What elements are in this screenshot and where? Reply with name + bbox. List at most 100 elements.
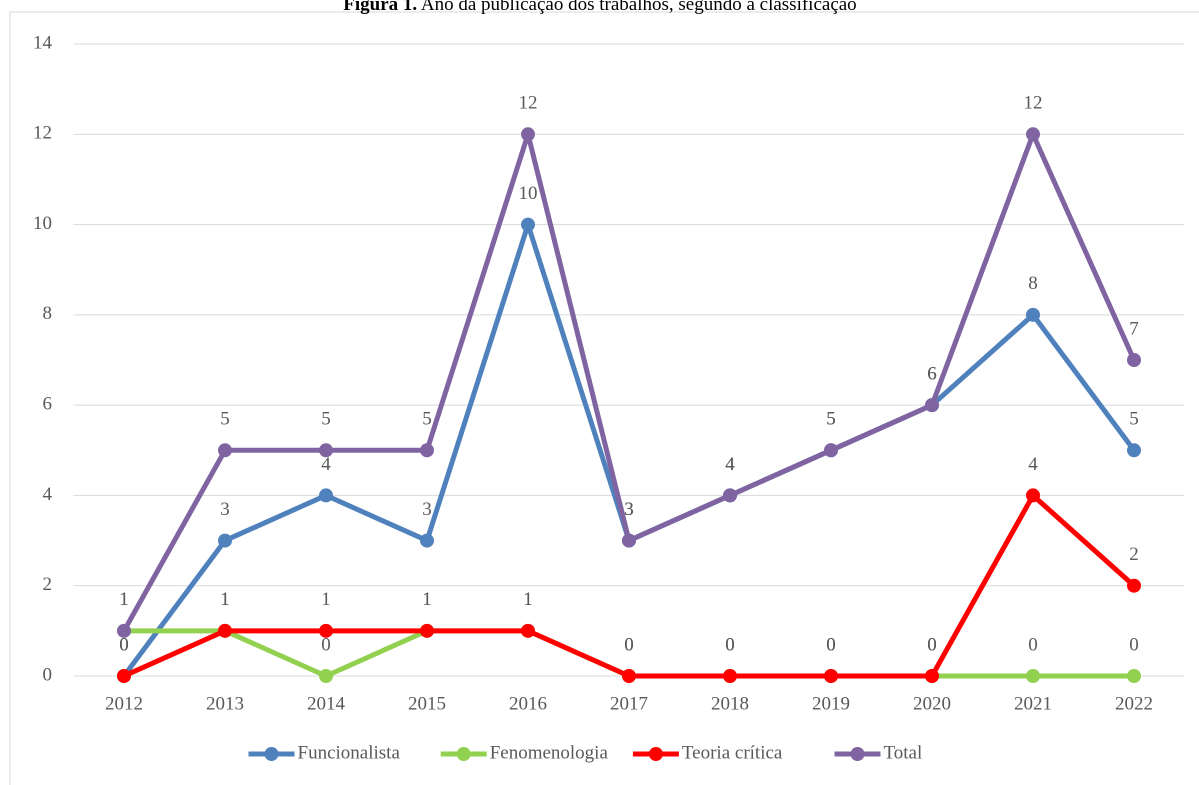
data-point	[1026, 127, 1040, 142]
data-label: 3	[220, 499, 230, 520]
data-point	[319, 669, 333, 683]
data-label: 5	[220, 409, 230, 430]
data-label: 4	[725, 454, 735, 475]
x-tick-label: 2018	[711, 693, 749, 714]
data-point	[319, 623, 333, 638]
data-point	[824, 443, 838, 458]
data-label: 0	[119, 634, 129, 655]
data-label: 1	[119, 589, 129, 610]
title-label: Figura 1.	[343, 0, 417, 15]
y-tick-label: 14	[33, 32, 53, 53]
y-tick-label: 0	[43, 664, 53, 685]
data-label: 6	[927, 364, 937, 385]
data-label: 1	[422, 589, 432, 610]
x-tick-label: 2019	[812, 693, 850, 714]
series-line	[121, 131, 1137, 633]
x-tick-label: 2016	[509, 693, 547, 714]
data-label: 6	[927, 364, 937, 385]
data-point	[218, 623, 232, 638]
data-label: 10	[519, 183, 538, 204]
data-point	[218, 443, 232, 458]
data-label: 1	[119, 589, 129, 610]
data-label: 5	[826, 409, 836, 430]
x-tick-label: 2022	[1115, 693, 1153, 714]
chart-title: Figura 1. Ano da publicação dos trabalho…	[343, 0, 856, 15]
data-label: 5	[422, 409, 432, 430]
data-point	[521, 127, 535, 142]
legend-marker	[648, 747, 663, 761]
data-label: 0	[725, 634, 735, 655]
data-label: 3	[624, 499, 634, 520]
legend-marker	[456, 747, 471, 761]
data-point	[117, 623, 131, 638]
data-label: 5	[1129, 409, 1139, 430]
data-label: 0	[826, 634, 836, 655]
chart-frame	[9, 11, 1199, 785]
data-point	[723, 669, 737, 683]
data-label: 0	[1028, 634, 1038, 655]
x-tick-label: 2012	[105, 693, 143, 714]
y-tick-label: 2	[43, 574, 53, 595]
title-text: Ano da publicação dos trabalhos, segundo…	[421, 0, 857, 15]
legend-marker	[264, 747, 279, 761]
data-label: 8	[1028, 273, 1038, 294]
data-label: 0	[927, 634, 937, 655]
x-tick-label: 2017	[610, 693, 648, 714]
data-point	[521, 217, 535, 232]
legend-label: Total	[884, 742, 923, 763]
y-tick-label: 6	[43, 394, 53, 415]
data-point	[420, 443, 434, 458]
data-point	[1127, 578, 1141, 593]
data-label: 3	[422, 499, 432, 520]
y-tick-label: 12	[33, 123, 52, 144]
data-point	[925, 398, 939, 413]
data-point	[420, 623, 434, 638]
data-point	[1127, 353, 1141, 367]
data-point	[319, 443, 333, 458]
data-label: 0	[927, 634, 937, 655]
data-point	[1026, 669, 1040, 683]
data-label: 0	[624, 634, 634, 655]
x-tick-label: 2013	[206, 693, 244, 714]
data-point	[1026, 307, 1040, 322]
x-tick-label: 2020	[913, 693, 951, 714]
data-label: 1	[220, 589, 230, 610]
data-label: 0	[725, 634, 735, 655]
data-label: 12	[1024, 93, 1043, 114]
data-point	[1026, 488, 1040, 503]
data-label: 12	[519, 93, 538, 114]
data-point	[1127, 669, 1141, 683]
data-label: 5	[826, 409, 836, 430]
data-label: 7	[1129, 318, 1139, 339]
data-label: 5	[321, 409, 331, 430]
data-label: 4	[321, 454, 331, 475]
x-tick-label: 2021	[1014, 693, 1052, 714]
data-label: 1	[523, 589, 533, 610]
data-point	[622, 669, 636, 683]
data-label: 1	[321, 589, 331, 610]
data-point	[521, 623, 535, 638]
y-tick-label: 8	[43, 303, 53, 324]
data-label: 0	[119, 634, 129, 655]
data-point	[622, 533, 636, 548]
data-point	[824, 669, 838, 683]
data-point	[925, 669, 939, 683]
legend-marker	[850, 747, 865, 761]
data-label: 1	[523, 589, 533, 610]
data-point	[420, 533, 434, 548]
data-label: 0	[624, 634, 634, 655]
x-tick-label: 2015	[408, 693, 446, 714]
data-label: 1	[422, 589, 432, 610]
legend-label: Teoria crítica	[682, 742, 783, 763]
legend-label: Funcionalista	[298, 742, 401, 763]
data-point	[1127, 443, 1141, 458]
data-point	[218, 533, 232, 548]
y-tick-label: 4	[43, 484, 53, 505]
data-label: 0	[1129, 634, 1139, 655]
data-point	[723, 488, 737, 503]
data-label: 4	[725, 454, 735, 475]
data-label: 0	[321, 634, 331, 655]
x-tick-label: 2014	[307, 693, 346, 714]
data-label: 0	[826, 634, 836, 655]
